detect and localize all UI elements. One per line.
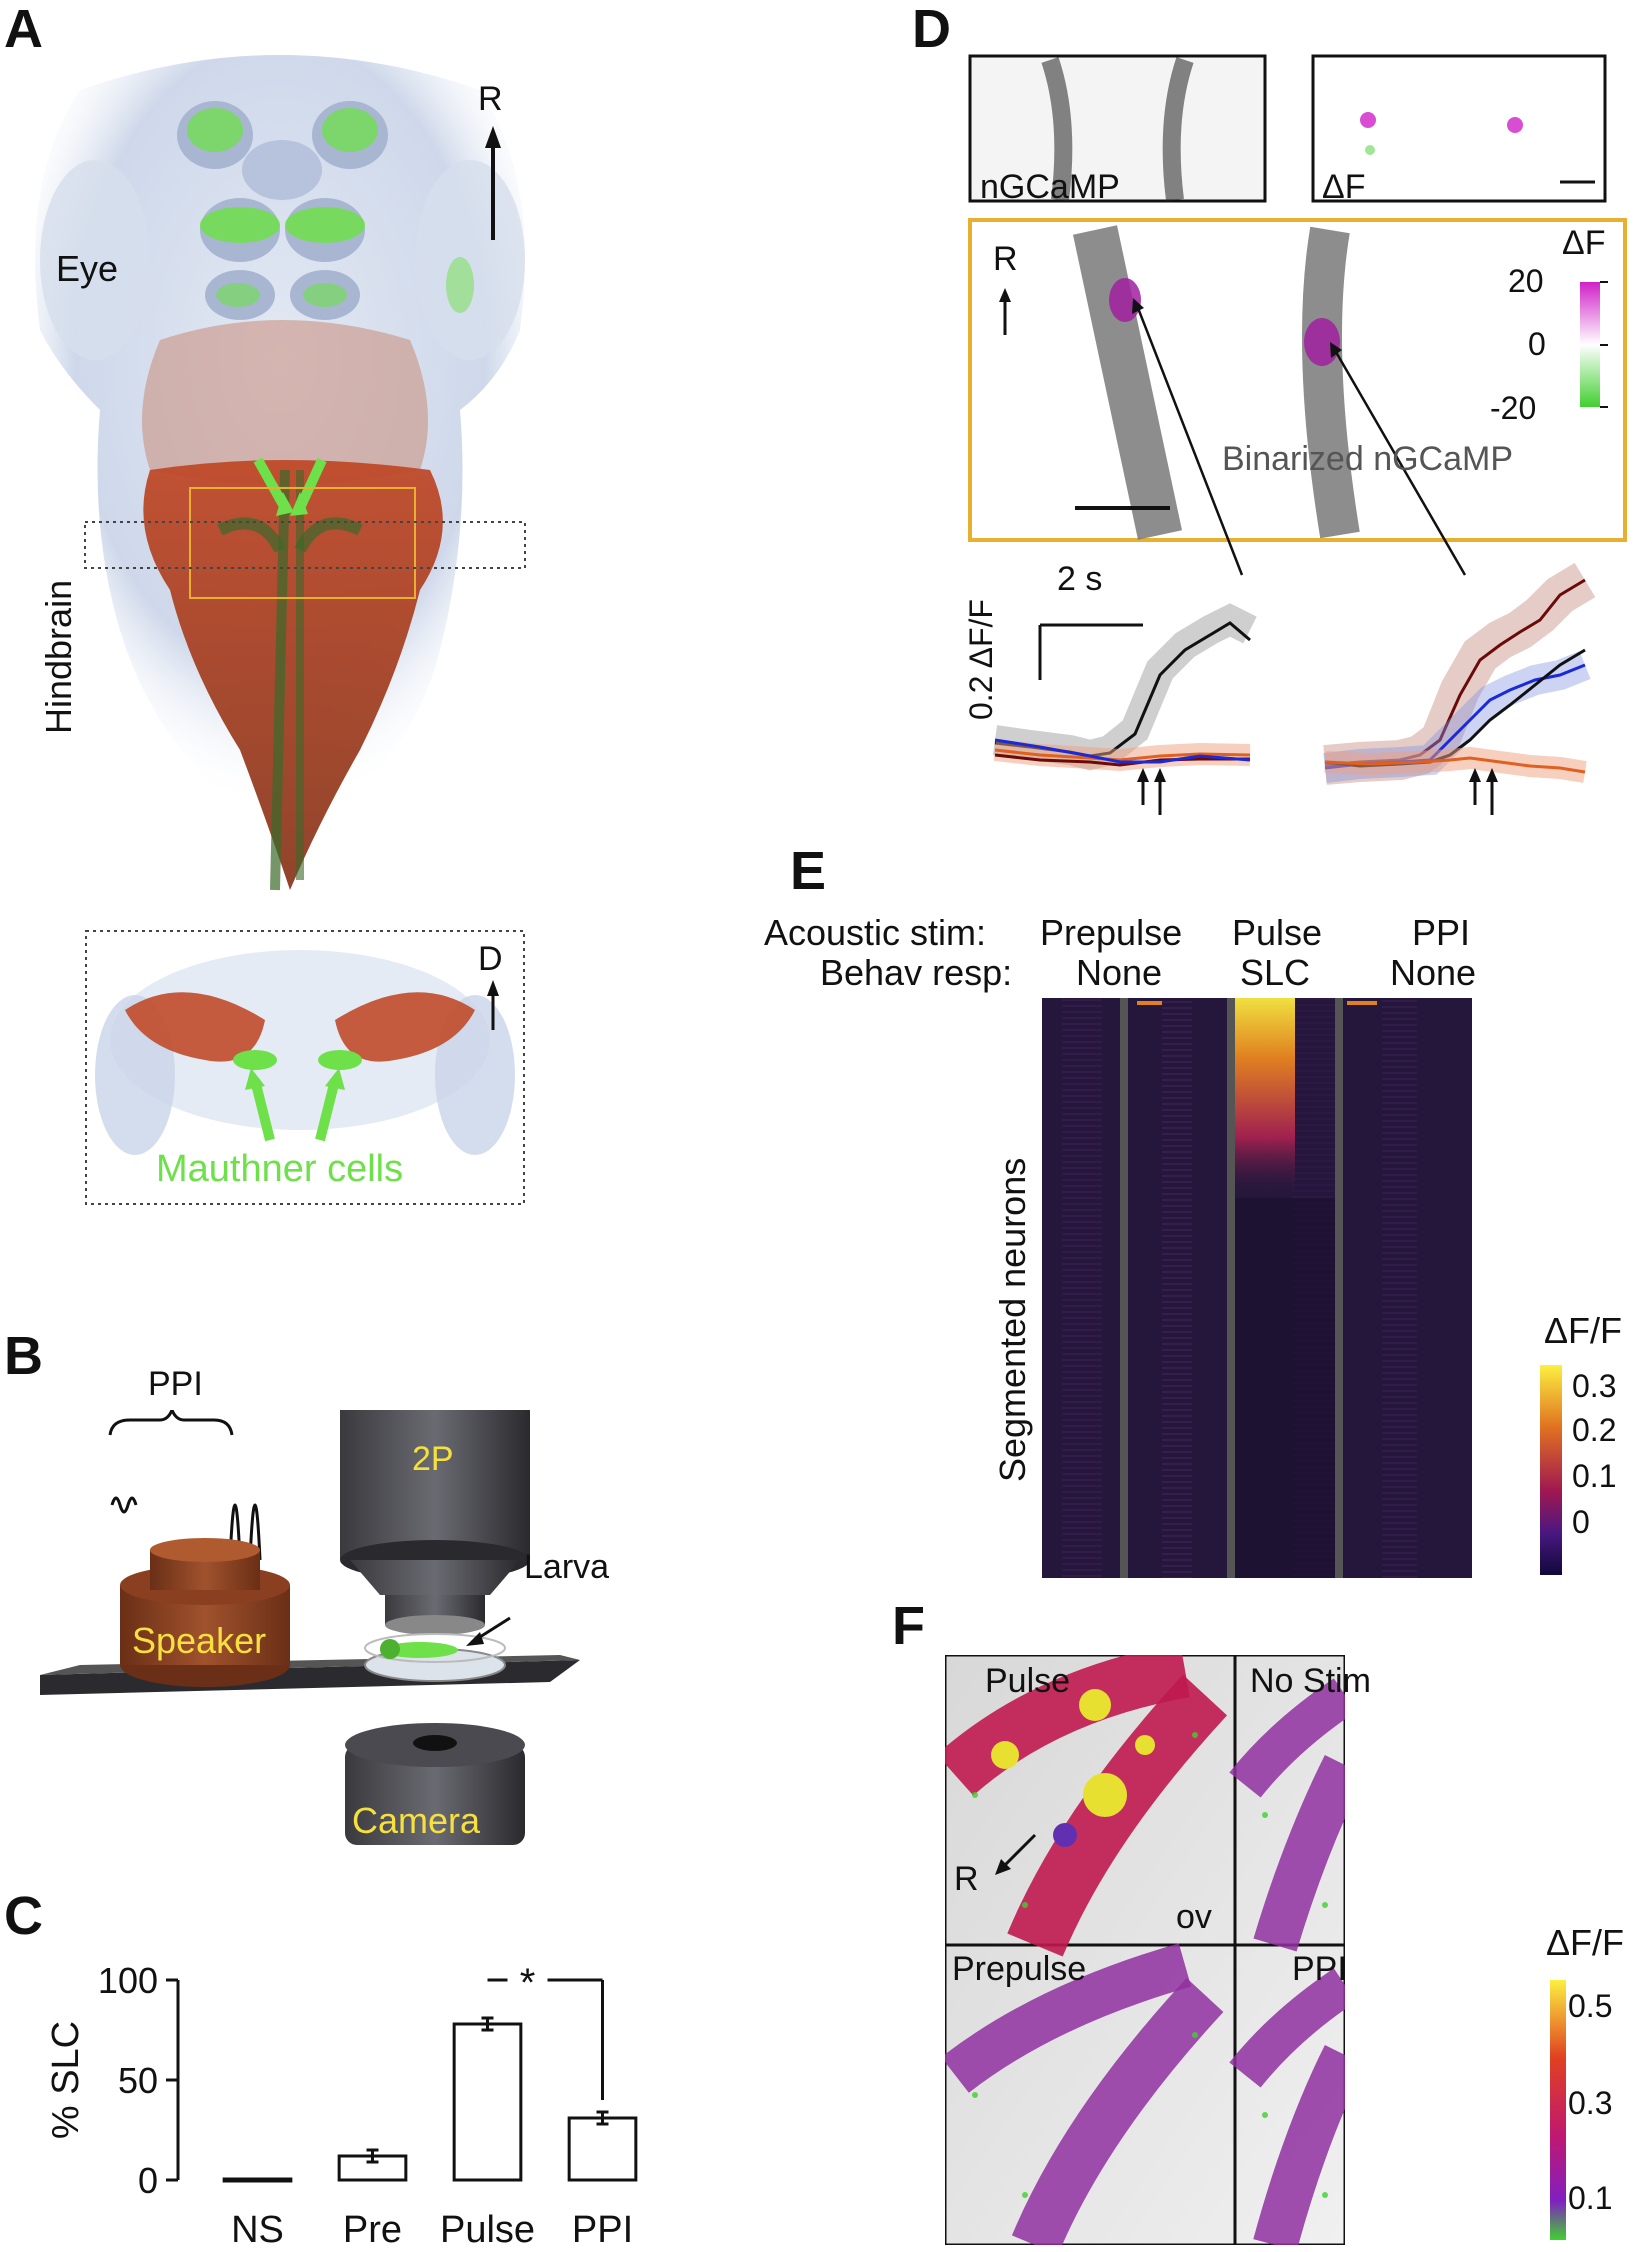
df-image-label: ΔF: [1322, 168, 1366, 206]
y-tick-label: 0: [138, 2160, 158, 2201]
tile-prepulse-label: Prepulse: [952, 1950, 1087, 1988]
rostral-label-d: R: [993, 240, 1018, 278]
panel-label-b: B: [4, 1326, 43, 1386]
df-colorbar-tick-neg20: -20: [1490, 390, 1537, 426]
col-pulse-resp: SLC: [1240, 952, 1311, 993]
objective-label: 2P: [412, 1440, 454, 1478]
segmented-neurons-label: Segmented neurons: [992, 1157, 1033, 1482]
f-colorbar-tick-05: 0.5: [1568, 1988, 1613, 2024]
e-colorbar-tick-02: 0.2: [1572, 1412, 1617, 1448]
larva-label: Larva: [524, 1548, 610, 1586]
amp-scale-label: 0.2 ΔF/F: [963, 599, 999, 720]
f-colorbar: [1550, 1980, 1566, 2240]
y-tick-label: 100: [98, 1960, 158, 2001]
brain-cross-section: [85, 930, 525, 1205]
tile-ppi-label: PPI: [1292, 1950, 1347, 1988]
mauthner-label: Mauthner cells: [156, 1148, 404, 1190]
df-colorbar-title: ΔF: [1562, 224, 1606, 262]
hindbrain-label: Hindbrain: [38, 579, 79, 734]
slc-bar-chart: 0 50 100 % SLC NS Pre Pulse PPI *: [45, 1960, 638, 2251]
e-colorbar-title: ΔF/F: [1544, 1310, 1623, 1351]
y-tick-label: 50: [118, 2060, 158, 2101]
acoustic-stim-header: Acoustic stim:: [764, 912, 987, 953]
col-ppi-resp: None: [1390, 952, 1477, 993]
panel-label-d: D: [912, 0, 951, 59]
camera-label: Camera: [352, 1800, 481, 1841]
f-colorbar-tick-01: 0.1: [1568, 2180, 1613, 2216]
x-tick-label: PPI: [572, 2209, 633, 2251]
brain-dorsal-view: [35, 55, 526, 891]
rostral-label-a: R: [478, 80, 503, 118]
e-colorbar: [1540, 1365, 1562, 1575]
binarized-label: Binarized nGCaMP: [1222, 440, 1514, 478]
x-tick-label: Pulse: [440, 2209, 535, 2251]
df-colorbar-tick-0: 0: [1528, 326, 1546, 362]
x-tick-label: Pre: [343, 2209, 402, 2251]
panel-label-c: C: [4, 1886, 43, 1946]
panel-label-a: A: [4, 0, 43, 59]
rostral-label-f: R: [954, 1860, 979, 1898]
df-colorbar-tick-20: 20: [1508, 263, 1544, 299]
bar-ppi: [567, 2116, 638, 2182]
e-colorbar-tick-01: 0.1: [1572, 1458, 1617, 1494]
col-prepulse-resp: None: [1076, 952, 1163, 993]
behav-resp-header: Behav resp:: [820, 952, 1013, 993]
x-tick-label: NS: [231, 2209, 284, 2251]
bar-ns: [222, 2177, 293, 2183]
dorsal-label: D: [478, 940, 503, 978]
setup-illustration: [40, 1410, 580, 1845]
ov-label: ov: [1176, 1898, 1212, 1936]
col-ppi-stim: PPI: [1412, 912, 1471, 953]
significance-star: *: [520, 1961, 536, 2005]
time-scale-label: 2 s: [1057, 560, 1103, 598]
e-colorbar-tick-0: 0: [1572, 1504, 1590, 1540]
y-axis-label: % SLC: [45, 2021, 87, 2139]
ppi-label-b: PPI: [148, 1365, 203, 1403]
tile-pulse-label: Pulse: [985, 1662, 1071, 1700]
bar-pulse: [452, 2022, 523, 2182]
activity-maps: [945, 1655, 1345, 2245]
col-pulse-stim: Pulse: [1232, 912, 1323, 953]
f-colorbar-title: ΔF/F: [1546, 1922, 1625, 1963]
panel-label-f: F: [892, 1596, 925, 1656]
imaging-panels: [968, 54, 1627, 815]
neuron-heatmap: [1042, 998, 1472, 1578]
col-prepulse-stim: Prepulse: [1040, 912, 1183, 953]
tile-nostim-label: No Stim: [1250, 1662, 1371, 1700]
f-colorbar-tick-03: 0.3: [1568, 2085, 1613, 2121]
e-colorbar-tick-03: 0.3: [1572, 1368, 1617, 1404]
panel-label-e: E: [790, 841, 827, 901]
ngcamp-image-label: nGCaMP: [980, 168, 1120, 206]
eye-label: Eye: [56, 248, 119, 289]
speaker-label: Speaker: [132, 1620, 267, 1661]
